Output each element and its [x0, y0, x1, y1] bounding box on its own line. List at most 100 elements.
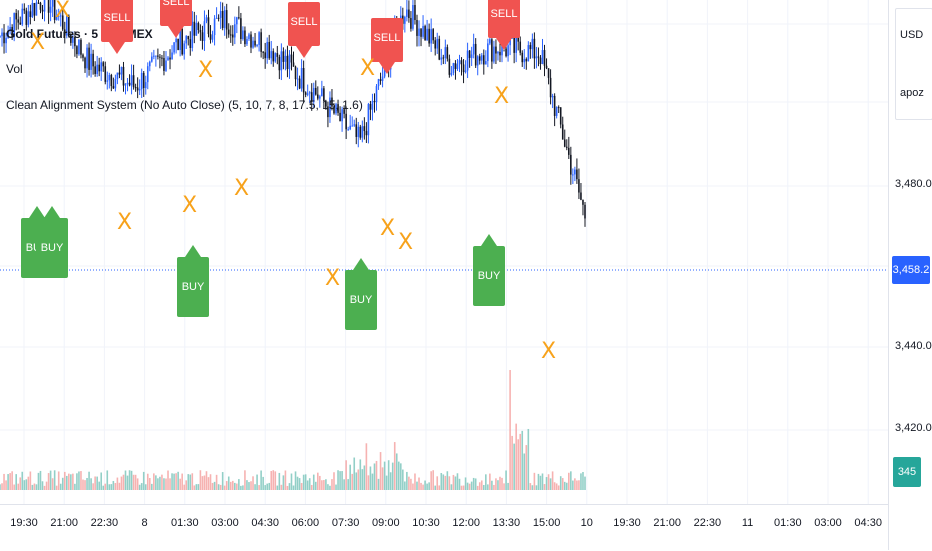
- price-tick: 3,480.0: [895, 178, 932, 190]
- volume-bar: [582, 472, 584, 490]
- time-tick: 15:00: [532, 517, 561, 529]
- volume-bar: [3, 473, 5, 490]
- volume-bar: [284, 470, 287, 490]
- time-tick: 22:30: [90, 517, 119, 529]
- volume-bar: [513, 443, 515, 490]
- volume-bar: [545, 477, 548, 490]
- price-scale[interactable]: USD apoz 3,480.0 3,458.2 3,440.0 3,420.0…: [888, 0, 932, 550]
- candle-body: [114, 79, 117, 89]
- volume-bar: [219, 484, 222, 490]
- exit-x-mark: X: [541, 339, 557, 364]
- volume-bar: [507, 482, 509, 490]
- volume-bar: [568, 472, 570, 490]
- volume-bar: [175, 473, 177, 490]
- volume-bar: [47, 473, 50, 490]
- volume-bar: [458, 478, 461, 490]
- volume-bar: [35, 484, 38, 490]
- chart-area[interactable]: Gold Futures · 5 · COMEX Vol Clean Align…: [0, 0, 888, 504]
- volume-bar: [505, 470, 507, 490]
- candle-body: [325, 101, 327, 107]
- volume-bar: [136, 478, 139, 490]
- volume-bar: [434, 485, 437, 490]
- volume-bar: [408, 476, 410, 490]
- volume-bar: [209, 474, 212, 490]
- volume-bar: [82, 479, 84, 490]
- volume-bar: [476, 485, 479, 490]
- candle-body: [177, 38, 179, 50]
- volume-bar: [211, 482, 214, 490]
- volume-bar: [205, 471, 208, 490]
- volume-bar: [7, 474, 9, 490]
- candle-body: [276, 53, 279, 57]
- candle-body: [25, 10, 28, 25]
- volume-bar: [45, 481, 48, 490]
- time-tick: 04:30: [854, 517, 882, 529]
- volume-bar: [240, 485, 242, 490]
- candle-body: [349, 125, 351, 130]
- volume-bar: [383, 461, 386, 490]
- volume-bar: [574, 478, 576, 490]
- time-tick: 13:30: [492, 517, 521, 529]
- volume-bar: [442, 474, 445, 490]
- volume-bar: [537, 473, 540, 490]
- time-axis[interactable]: 19:30 21:00 22:30 8 01:30 03:00 04:30 06:00 07:3…: [0, 504, 888, 551]
- volume-bar: [268, 482, 271, 490]
- time-tick: 12:00: [452, 517, 480, 529]
- volume-bar: [11, 471, 13, 490]
- volume-bar: [110, 484, 113, 490]
- candle-body: [476, 56, 479, 66]
- candle-body: [424, 26, 426, 41]
- candle-body: [63, 29, 66, 36]
- candle-body: [242, 30, 244, 40]
- volume-bar: [424, 480, 426, 490]
- volume-legend[interactable]: Vol: [6, 62, 23, 76]
- volume-bar: [94, 476, 96, 490]
- candle-body: [252, 40, 254, 48]
- candle-body: [21, 8, 24, 25]
- volume-bar: [177, 471, 179, 490]
- candle-body: [90, 53, 92, 70]
- candle-body: [487, 43, 489, 62]
- volume-bar: [559, 476, 562, 490]
- candle-body: [207, 17, 210, 35]
- candle-body: [497, 51, 499, 54]
- volume-bar: [112, 480, 115, 490]
- candle-body: [541, 50, 544, 65]
- candle-body: [11, 27, 13, 38]
- volume-bar: [215, 474, 218, 490]
- price-tick: 3,440.0: [895, 340, 932, 352]
- currency-selector[interactable]: USD apoz: [895, 8, 932, 120]
- candle-body: [181, 28, 183, 55]
- candle-body: [106, 80, 109, 82]
- indicator-legend[interactable]: Clean Alignment System (No Auto Close) (…: [6, 98, 363, 112]
- candle-body: [517, 37, 520, 42]
- candle-body: [576, 169, 578, 180]
- candle-body: [209, 34, 212, 40]
- volume-bar: [55, 485, 58, 490]
- volume-bar: [327, 484, 329, 490]
- candle-body: [444, 47, 447, 58]
- candle-body: [122, 66, 125, 86]
- candle-body: [381, 76, 384, 81]
- volume-bar: [359, 459, 362, 490]
- candle-body: [521, 52, 524, 63]
- candle-body: [412, 5, 414, 29]
- volume-bar: [347, 479, 349, 490]
- candle-body: [489, 39, 491, 44]
- candle-body: [270, 51, 273, 59]
- price-chart[interactable]: [0, 0, 888, 504]
- volume-bar: [270, 471, 273, 490]
- candle-body: [250, 34, 252, 48]
- candle-body: [0, 36, 1, 38]
- volume-bar: [489, 473, 491, 490]
- candle-body: [266, 41, 268, 59]
- candle-body: [272, 51, 275, 62]
- candle-body: [416, 19, 418, 36]
- volume-bar: [138, 484, 141, 490]
- volume-bar: [535, 485, 538, 490]
- candle-body: [151, 56, 153, 62]
- candle-body: [268, 41, 271, 59]
- candle-body: [146, 66, 149, 83]
- volume-bar: [13, 484, 15, 490]
- volume-bar: [563, 481, 566, 490]
